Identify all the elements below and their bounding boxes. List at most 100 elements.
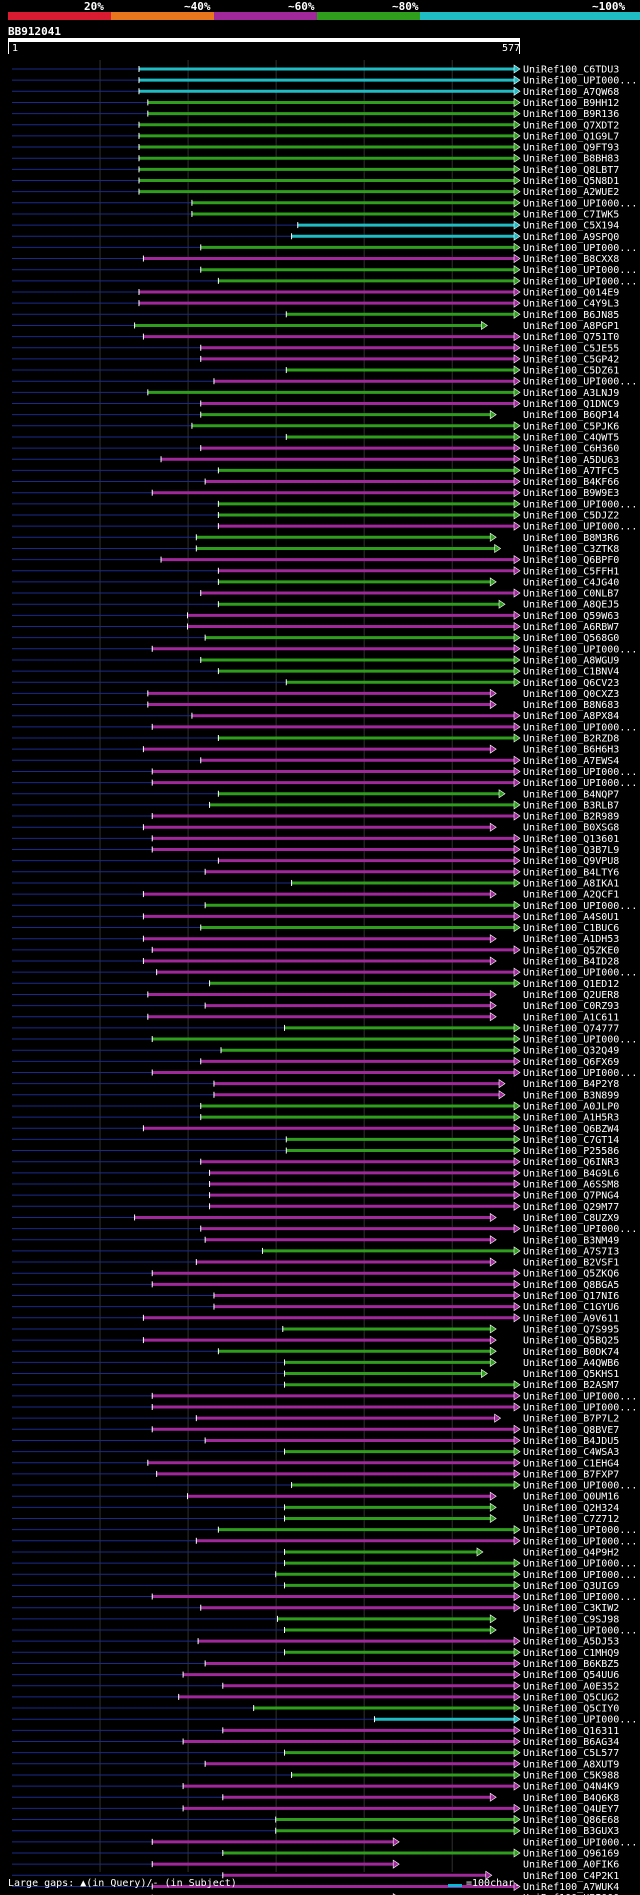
hit-label[interactable]: UniRef100_Q0CXZ3 <box>523 689 619 700</box>
hit-row[interactable]: UniRef100_UPI000... <box>12 1224 637 1235</box>
hit-row[interactable]: UniRef100_C9SJ98 <box>12 1614 619 1625</box>
hit-row[interactable]: UniRef100_B8BH83 <box>12 153 619 165</box>
hit-row[interactable]: UniRef100_UPI000... <box>12 900 637 912</box>
hit-row[interactable]: UniRef100_A1H5R3 <box>12 1112 619 1124</box>
hit-row[interactable]: UniRef100_Q2UER8 <box>12 989 619 1001</box>
hit-row[interactable]: UniRef100_A9SPQ0 <box>12 231 619 243</box>
hit-label[interactable]: UniRef100_Q751T0 <box>523 332 619 343</box>
hit-label[interactable]: UniRef100_Q1DNC9 <box>523 399 619 410</box>
hit-label[interactable]: UniRef100_Q1G9L7 <box>523 131 619 142</box>
hit-label[interactable]: UniRef100_B3GUX3 <box>523 1826 619 1837</box>
hit-label[interactable]: UniRef100_B9HH12 <box>523 98 619 109</box>
hit-row[interactable]: UniRef100_Q5KHS1 <box>12 1368 619 1380</box>
hit-label[interactable]: UniRef100_C5X194 <box>523 221 619 232</box>
hit-row[interactable]: UniRef100_Q9FT93 <box>12 142 619 154</box>
hit-row[interactable]: UniRef100_A4S0U1 <box>12 911 619 923</box>
hit-row[interactable]: UniRef100_B2VSF1 <box>12 1257 619 1269</box>
hit-row[interactable]: UniRef100_Q6CV23 <box>12 677 619 689</box>
hit-row[interactable]: UniRef100_UPI000... <box>12 1391 637 1402</box>
hit-label[interactable]: UniRef100_UPI000... <box>523 778 637 789</box>
hit-label[interactable]: UniRef100_C5PJK6 <box>523 421 619 432</box>
hit-row[interactable]: UniRef100_UPI000... <box>12 778 637 789</box>
hit-label[interactable]: UniRef100_C3KIW2 <box>523 1603 619 1614</box>
hit-row[interactable]: UniRef100_Q1DNC9 <box>12 398 619 410</box>
hit-row[interactable]: UniRef100_C5DJZ2 <box>12 510 619 522</box>
hit-row[interactable]: UniRef100_Q3B7L9 <box>12 844 619 856</box>
hit-row[interactable]: UniRef100_A7TFC5 <box>12 465 619 477</box>
hit-label[interactable]: UniRef100_A0JLP0 <box>523 1101 619 1112</box>
hit-label[interactable]: UniRef100_A9V611 <box>523 1313 619 1324</box>
hit-row[interactable]: UniRef100_A5DU63 <box>12 454 619 466</box>
hit-row[interactable]: UniRef100_UPI000... <box>12 1480 637 1492</box>
hit-label[interactable]: UniRef100_Q6INR3 <box>523 1157 619 1168</box>
hit-label[interactable]: UniRef100_C1MHQ9 <box>523 1648 619 1659</box>
hit-label[interactable]: UniRef100_A4QWB6 <box>523 1358 619 1369</box>
hit-label[interactable]: UniRef100_A7S7I3 <box>523 1246 619 1257</box>
hit-label[interactable]: UniRef100_Q16311 <box>523 1726 619 1737</box>
hit-row[interactable]: UniRef100_B3N899 <box>12 1090 619 1101</box>
hit-label[interactable]: UniRef100_Q5ZKQ6 <box>523 1269 619 1280</box>
hit-label[interactable]: UniRef100_A1DH53 <box>523 934 619 945</box>
hit-row[interactable]: UniRef100_C3KIW2 <box>12 1603 619 1614</box>
hit-row[interactable]: UniRef100_Q014E9 <box>12 287 619 299</box>
hit-row[interactable]: UniRef100_A6RBW7 <box>12 621 619 633</box>
hit-row[interactable]: UniRef100_UPI000... <box>12 766 637 778</box>
hit-label[interactable]: UniRef100_UPI000... <box>523 1715 637 1726</box>
hit-row[interactable]: UniRef100_UPI000... <box>12 242 637 254</box>
hit-label[interactable]: UniRef100_Q6CV23 <box>523 678 619 689</box>
hit-row[interactable]: UniRef100_B4P2Y8 <box>12 1079 619 1090</box>
hit-label[interactable]: UniRef100_Q6FX69 <box>523 1057 619 1068</box>
hit-row[interactable]: UniRef100_C5X194 <box>12 220 619 232</box>
hit-label[interactable]: UniRef100_B6H6H3 <box>523 745 619 756</box>
hit-label[interactable]: UniRef100_A7WUK4 <box>523 1882 619 1893</box>
hit-label[interactable]: UniRef100_UPI000... <box>523 1403 637 1414</box>
hit-label[interactable]: UniRef100_UPI000... <box>523 243 637 254</box>
hit-row[interactable]: UniRef100_Q5CIY0 <box>12 1703 619 1715</box>
hit-row[interactable]: UniRef100_Q751T0 <box>12 332 619 343</box>
hit-row[interactable]: UniRef100_Q7S995 <box>12 1324 619 1335</box>
hit-row[interactable]: UniRef100_A0FIK6 <box>12 1859 619 1871</box>
hit-label[interactable]: UniRef100_Q9FT93 <box>523 143 619 154</box>
hit-label[interactable]: UniRef100_UPI000... <box>523 1391 637 1402</box>
hit-row[interactable]: UniRef100_Q13601 <box>12 833 619 845</box>
hit-label[interactable]: UniRef100_UPI000... <box>523 76 637 87</box>
hit-label[interactable]: UniRef100_Q5ZKE0 <box>523 945 619 956</box>
hit-label[interactable]: UniRef100_B3RLB7 <box>523 800 619 811</box>
hit-row[interactable]: UniRef100_B3RLB7 <box>12 800 619 811</box>
hit-label[interactable]: UniRef100_Q7S995 <box>523 1324 619 1335</box>
hit-label[interactable]: UniRef100_UPI000... <box>523 1559 637 1570</box>
hit-row[interactable]: UniRef100_B7FXP7 <box>12 1469 619 1480</box>
hit-label[interactable]: UniRef100_Q4N4K9 <box>523 1782 619 1793</box>
hit-label[interactable]: UniRef100_A5DU63 <box>523 455 619 466</box>
hit-row[interactable]: UniRef100_Q74777 <box>12 1023 619 1034</box>
hit-label[interactable]: UniRef100_C0NLB7 <box>523 589 619 600</box>
hit-label[interactable]: UniRef100_UPI000... <box>523 499 637 510</box>
hit-label[interactable]: UniRef100_UPI000... <box>523 1592 637 1603</box>
hit-row[interactable]: UniRef100_B4LTY6 <box>12 867 619 878</box>
hit-label[interactable]: UniRef100_Q3UIG9 <box>523 1581 619 1592</box>
hit-row[interactable]: UniRef100_A8PGP1 <box>12 320 619 332</box>
hit-label[interactable]: UniRef100_C5GP42 <box>523 354 619 365</box>
hit-label[interactable]: UniRef100_A8XUT9 <box>523 1759 619 1770</box>
hit-row[interactable]: UniRef100_B2ASM7 <box>12 1380 619 1391</box>
hit-row[interactable]: UniRef100_UPI000... <box>12 1569 637 1581</box>
hit-row[interactable]: UniRef100_Q6BZW4 <box>12 1123 619 1135</box>
hit-row[interactable]: UniRef100_UPI000... <box>12 521 637 533</box>
hit-row[interactable]: UniRef100_C1BNV4 <box>12 666 619 678</box>
hit-label[interactable]: UniRef100_C5DJZ2 <box>523 511 619 522</box>
hit-label[interactable]: UniRef100_B6AG34 <box>523 1737 619 1748</box>
hit-label[interactable]: UniRef100_B2R989 <box>523 812 619 823</box>
hit-label[interactable]: UniRef100_UPI000... <box>523 644 637 655</box>
hit-label[interactable]: UniRef100_Q2H324 <box>523 1503 619 1514</box>
hit-row[interactable]: UniRef100_A7QW68 <box>12 86 619 98</box>
hit-label[interactable]: UniRef100_C5L577 <box>523 1748 619 1759</box>
hit-label[interactable]: UniRef100_B2VSF1 <box>523 1258 619 1269</box>
hit-row[interactable]: UniRef100_Q17NI6 <box>12 1290 619 1302</box>
hit-label[interactable]: UniRef100_B7FXP7 <box>523 1469 619 1480</box>
hit-row[interactable]: UniRef100_B2RZD8 <box>12 733 619 745</box>
hit-row[interactable]: UniRef100_C1GYU6 <box>12 1302 619 1313</box>
hit-label[interactable]: UniRef100_A8PX84 <box>523 711 619 722</box>
hit-row[interactable]: UniRef100_C4Y9L3 <box>12 298 619 310</box>
hit-row[interactable]: UniRef100_Q4UEY7 <box>12 1803 619 1815</box>
hit-label[interactable]: UniRef100_UPI000... <box>523 1035 637 1046</box>
